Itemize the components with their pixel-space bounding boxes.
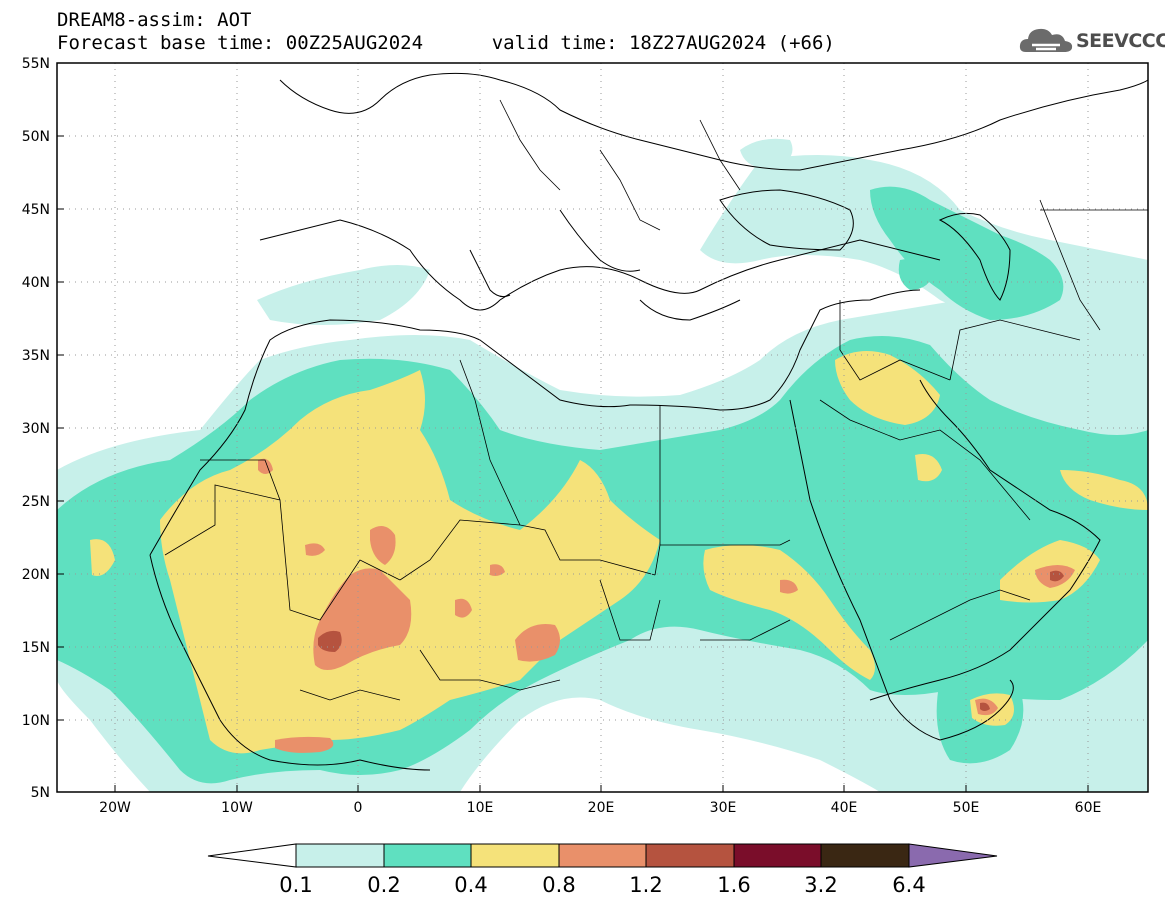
colorbar bbox=[207, 843, 998, 868]
colorbar-label: 0.8 bbox=[542, 873, 575, 897]
lon-label: 40E bbox=[831, 800, 858, 816]
lat-label: 25N bbox=[22, 494, 50, 510]
colorbar-label: 1.2 bbox=[629, 873, 662, 897]
colorbar-swatch bbox=[383, 843, 472, 868]
lat-label: 45N bbox=[22, 202, 50, 218]
lat-label: 35N bbox=[22, 348, 50, 364]
colorbar-label: 6.4 bbox=[892, 873, 925, 897]
colorbar-label: 0.1 bbox=[279, 873, 312, 897]
lon-labels: 20W 10W 0 10E 20E 30E 40E 50E 60E bbox=[99, 800, 1101, 816]
seevccc-logo: SEEVCCC bbox=[1018, 24, 1165, 58]
lon-label: 20W bbox=[99, 800, 131, 816]
lat-label: 20N bbox=[22, 567, 50, 583]
lat-label: 10N bbox=[22, 713, 50, 729]
model-title: DREAM8-assim: AOT bbox=[57, 9, 252, 31]
tick-marks bbox=[57, 62, 1089, 793]
lon-label: 10E bbox=[467, 800, 494, 816]
colorbar-labels: 0.1 0.2 0.4 0.8 1.2 1.6 3.2 6.4 bbox=[279, 873, 925, 897]
lon-label: 0 bbox=[354, 800, 363, 816]
colorbar-swatch bbox=[470, 843, 560, 868]
colorbar-label: 0.4 bbox=[454, 873, 487, 897]
colorbar-swatch bbox=[820, 843, 910, 868]
colorbar-swatch bbox=[558, 843, 647, 868]
lon-label: 30E bbox=[710, 800, 737, 816]
coastlines bbox=[149, 72, 1148, 771]
colorbar-label: 3.2 bbox=[804, 873, 837, 897]
lat-label: 15N bbox=[22, 640, 50, 656]
aot-field bbox=[57, 138, 1148, 792]
colorbar-under-arrow bbox=[207, 843, 297, 868]
colorbar-label: 1.6 bbox=[717, 873, 750, 897]
colorbar-label: 0.2 bbox=[367, 873, 400, 897]
cloud-icon bbox=[1019, 28, 1073, 52]
lat-label: 30N bbox=[22, 421, 50, 437]
aot-band-1.2 bbox=[318, 570, 1064, 711]
lat-label: 50N bbox=[22, 129, 50, 145]
lon-label: 20E bbox=[588, 800, 615, 816]
lon-label: 60E bbox=[1075, 800, 1102, 816]
lon-label: 50E bbox=[953, 800, 980, 816]
logo-text: SEEVCCC bbox=[1076, 30, 1165, 52]
colorbar-swatch bbox=[645, 843, 735, 868]
colorbar-swatch bbox=[295, 843, 385, 868]
base-time: Forecast base time: 00Z25AUG2024 bbox=[57, 32, 424, 54]
colorbar-over-arrow bbox=[908, 843, 998, 868]
lat-label: 40N bbox=[22, 275, 50, 291]
lon-label: 10W bbox=[221, 800, 253, 816]
valid-time: valid time: 18Z27AUG2024 (+66) bbox=[491, 32, 835, 54]
time-line: Forecast base time: 00Z25AUG2024 valid t… bbox=[57, 32, 835, 54]
country-borders bbox=[164, 99, 1148, 701]
lat-label: 55N bbox=[22, 56, 50, 72]
lat-label: 5N bbox=[31, 785, 50, 801]
colorbar-swatch bbox=[733, 843, 822, 868]
lat-labels: 55N 50N 45N 40N 35N 30N 25N 20N 15N 10N … bbox=[22, 56, 50, 801]
